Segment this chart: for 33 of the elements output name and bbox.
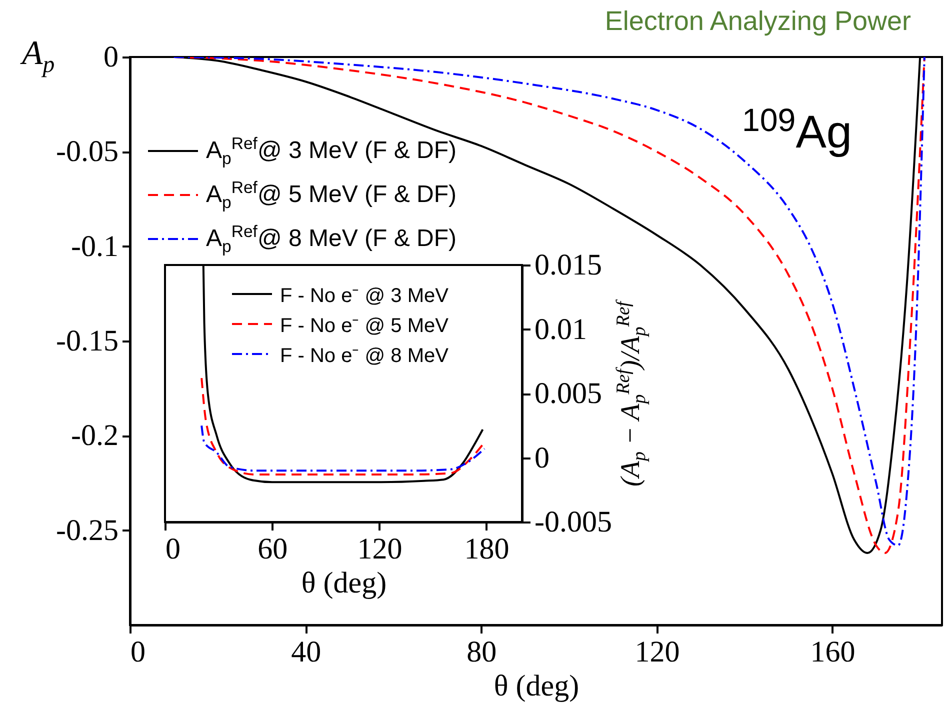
chart-title: Electron Analyzing Power [604,6,911,37]
legend-label: A$_{p}$$^{Ref}$@ 8 MeV (F & DF) [206,222,457,256]
annotation: $^{109}$Ag [742,102,852,158]
line-series [200,377,486,476]
x-axis-title: θ (deg) [301,566,387,600]
x-tick-label: 160 [810,636,856,668]
y-tick-label: -0.25 [56,514,118,547]
legend-label: F - No e⁻ @ 5 MeV [280,314,448,338]
x-tick-label: 0 [166,532,180,566]
y-tick-label: 0.01 [534,312,587,346]
y-tick-label: -0.05 [56,135,118,168]
x-tick-label: 60 [258,532,288,566]
y-axis-title: A$_{p}$ [22,35,55,79]
y-tick-label: 0.005 [534,377,602,410]
legend-label: A$_{p}$$^{Ref}$@ 5 MeV (F & DF) [206,178,457,212]
y-tick-label: 0.015 [534,248,602,282]
y-tick-label: 0 [534,441,550,474]
x-tick-label: 120 [357,532,402,566]
x-tick-label: 180 [464,532,510,566]
line-series [200,424,486,472]
legend-label: A$_{p}$$^{Ref}$@ 3 MeV (F & DF) [206,134,457,168]
x-tick-label: 80 [466,636,497,668]
x-tick-label: 120 [634,636,680,668]
legend-label: F - No e⁻ @ 3 MeV [280,284,448,308]
y-tick-label: -0.15 [56,324,118,358]
y-tick-label: -0.1 [71,230,118,263]
y-tick-label: -0.005 [534,506,612,538]
x-tick-label: 0 [130,636,146,668]
legend-label: F - No e⁻ @ 8 MeV [280,344,448,368]
y-tick-label: 0 [104,40,118,74]
x-tick-label: 40 [291,636,322,668]
y-tick-label: -0.2 [71,419,118,452]
x-axis-title: θ (deg) [494,670,580,702]
